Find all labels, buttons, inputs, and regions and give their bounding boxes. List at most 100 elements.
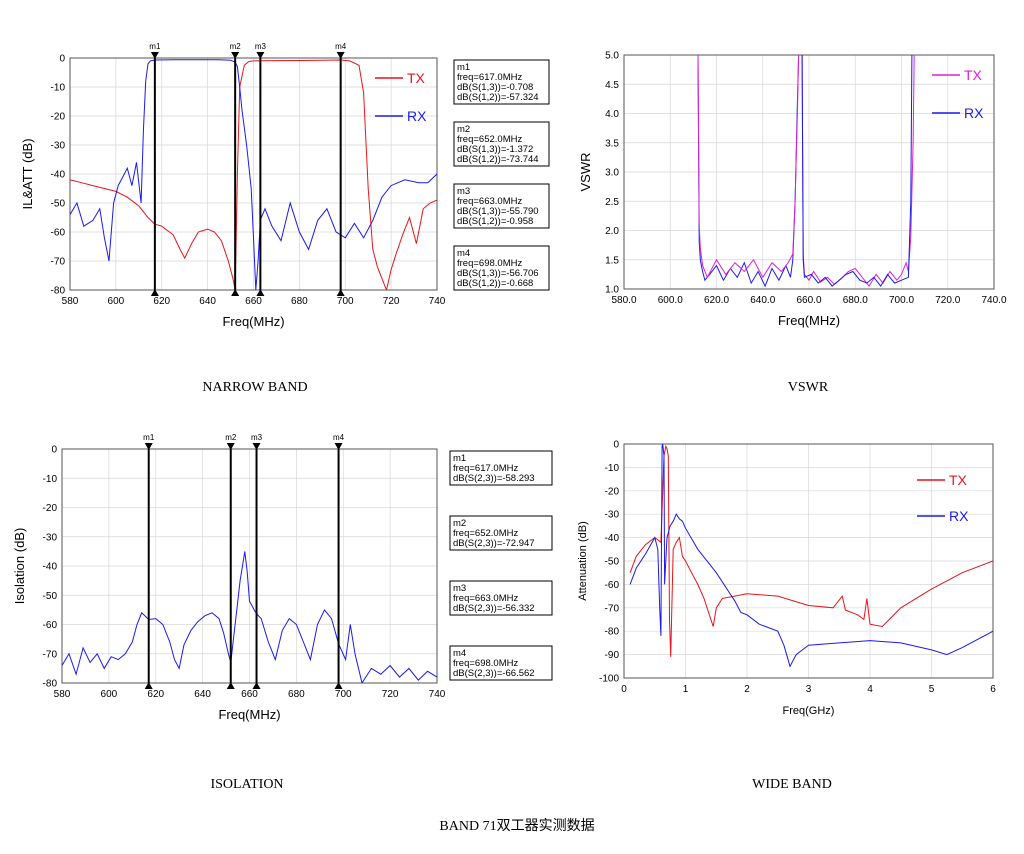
marker-readout-box-m4 <box>449 645 553 681</box>
y-tick-label: 0 <box>51 445 57 456</box>
x-tick-label: 720.0 <box>935 295 960 306</box>
x-tick-label: 640 <box>199 296 216 307</box>
marker-readout-name: m4 <box>457 248 470 259</box>
y-tick-label: -10 <box>43 474 58 485</box>
marker-label-m3: m3 <box>255 42 267 51</box>
x-tick-label: 600 <box>108 296 125 307</box>
y-tick-label: 1.5 <box>605 255 619 266</box>
x-tick-label: 620 <box>153 296 170 307</box>
x-tick-label: 580 <box>62 296 79 307</box>
marker-readout-line: dB(S(1,2))=-57.324 <box>457 92 539 103</box>
y-tick-label: -80 <box>605 627 620 638</box>
marker-readout-line: freq=663.0MHz <box>453 593 518 604</box>
vswr-chart: 580.0 600.0 620.0 640.0 660.0 680.0 700.0 720.0… <box>578 51 1007 329</box>
plot-frame <box>623 54 995 290</box>
marker-triangle-bottom-m4 <box>334 682 343 689</box>
figure-caption: BAND 71双工器实测数据 <box>439 818 594 834</box>
x-tick-label: 660.0 <box>796 295 821 306</box>
series-line-tx <box>801 55 915 287</box>
marker-triangle-top-m1 <box>150 52 159 59</box>
marker-readout-line: freq=663.0MHz <box>457 196 522 207</box>
narrow-band-chart: 580 600 620 640 660 680 700 720 740 0 -10 -20 -30 -40… <box>20 42 550 329</box>
marker-readout-name: m3 <box>457 186 470 197</box>
marker-triangle-top-m3 <box>256 52 265 59</box>
x-tick-label: 0 <box>621 684 627 695</box>
y-tick-label: -10 <box>605 463 620 474</box>
marker-label-m4: m4 <box>335 42 347 51</box>
marker-triangle-bottom-m2 <box>231 289 240 296</box>
y-tick-label: -60 <box>605 580 620 591</box>
y-tick-label: 0 <box>59 54 65 65</box>
marker-readout-line: dB(S(1,3))=-56.706 <box>457 268 539 279</box>
x-tick-label: 660 <box>245 296 262 307</box>
marker-readout-box-m1 <box>449 450 553 486</box>
y-tick-label: -90 <box>605 650 620 661</box>
x-axis-label: Freq(MHz) <box>778 313 840 328</box>
marker-triangle-top-m3 <box>252 443 261 450</box>
series-line-rx <box>697 55 800 288</box>
x-tick-label: 680 <box>288 689 305 700</box>
series-line-rx-tx-magenta- <box>697 55 800 279</box>
marker-label-m2: m2 <box>230 42 242 51</box>
x-tick-label: 720 <box>383 296 400 307</box>
marker-triangle-top-m2 <box>226 443 235 450</box>
x-axis-label: Freq(MHz) <box>222 314 284 329</box>
y-tick-label: -40 <box>605 533 620 544</box>
y-tick-label: -60 <box>51 228 66 239</box>
marker-readout-name: m2 <box>457 124 470 135</box>
y-tick-label: -50 <box>51 199 66 210</box>
marker-label-m2: m2 <box>225 433 237 442</box>
y-tick-label: -30 <box>43 532 58 543</box>
x-tick-label: 740 <box>429 296 446 307</box>
y-tick-label: -30 <box>605 510 620 521</box>
legend-label-tx: TX <box>949 472 968 488</box>
x-tick-label: 5 <box>929 684 935 695</box>
series-line-tx <box>70 59 437 290</box>
marker-readout-name: m4 <box>453 648 466 659</box>
x-tick-label: 4 <box>867 684 873 695</box>
x-tick-label: 580 <box>54 689 71 700</box>
marker-readout-box-m3 <box>449 580 553 616</box>
y-tick-label: 0 <box>613 440 619 451</box>
marker-triangle-top-m1 <box>144 443 153 450</box>
y-tick-label: 5.0 <box>605 51 619 62</box>
x-tick-label: 700 <box>335 689 352 700</box>
wide-band-caption: WIDE BAND <box>752 777 832 792</box>
marker-triangle-bottom-m1 <box>150 289 159 296</box>
marker-readout-line: dB(S(2,3))=-56.332 <box>453 603 535 614</box>
x-tick-label: 640 <box>194 689 211 700</box>
marker-readout-line: dB(S(2,3))=-66.562 <box>453 668 535 679</box>
y-axis-label: VSWR <box>578 153 593 192</box>
y-tick-label: -60 <box>43 620 58 631</box>
y-tick-label: -80 <box>51 286 66 297</box>
marker-readout-line: freq=652.0MHz <box>457 134 522 145</box>
y-tick-label: -70 <box>605 603 620 614</box>
marker-triangle-bottom-m3 <box>252 682 261 689</box>
y-tick-label: -10 <box>51 83 66 94</box>
marker-readout-line: dB(S(1,3))=-0.708 <box>457 82 533 93</box>
x-tick-label: 660 <box>241 689 258 700</box>
marker-readout-line: dB(S(1,3))=-55.790 <box>457 206 539 217</box>
x-tick-label: 680 <box>291 296 308 307</box>
narrow-band-caption: NARROW BAND <box>202 380 307 395</box>
isolation-caption: ISOLATION <box>210 777 283 792</box>
wide-band-chart: 0 1 2 3 4 5 6 0 -10 -20 -30 -40 -50 -60 -70 -80 -90 -100 F… <box>577 440 996 718</box>
x-tick-label: 3 <box>806 684 812 695</box>
x-tick-label: 580.0 <box>611 295 636 306</box>
marker-readout-line: dB(S(2,3))=-58.293 <box>453 473 535 484</box>
y-tick-label: -20 <box>51 112 66 123</box>
x-tick-label: 700.0 <box>889 295 914 306</box>
marker-readout-box-m2 <box>449 515 553 551</box>
series-line-tx <box>629 444 993 657</box>
x-tick-label: 6 <box>990 684 996 695</box>
y-tick-label: 4.5 <box>605 80 619 91</box>
x-tick-label: 620.0 <box>704 295 729 306</box>
marker-readout-name: m1 <box>457 62 470 73</box>
marker-readout-line: dB(S(1,2))=-0.668 <box>457 278 533 289</box>
x-axis-label: Freq(GHz) <box>783 705 835 717</box>
marker-triangle-bottom-m3 <box>256 289 265 296</box>
x-tick-label: 680.0 <box>843 295 868 306</box>
legend-label-rx: RX <box>949 508 969 524</box>
y-tick-label: 2.5 <box>605 197 619 208</box>
legend-label-rx: RX <box>407 108 427 124</box>
